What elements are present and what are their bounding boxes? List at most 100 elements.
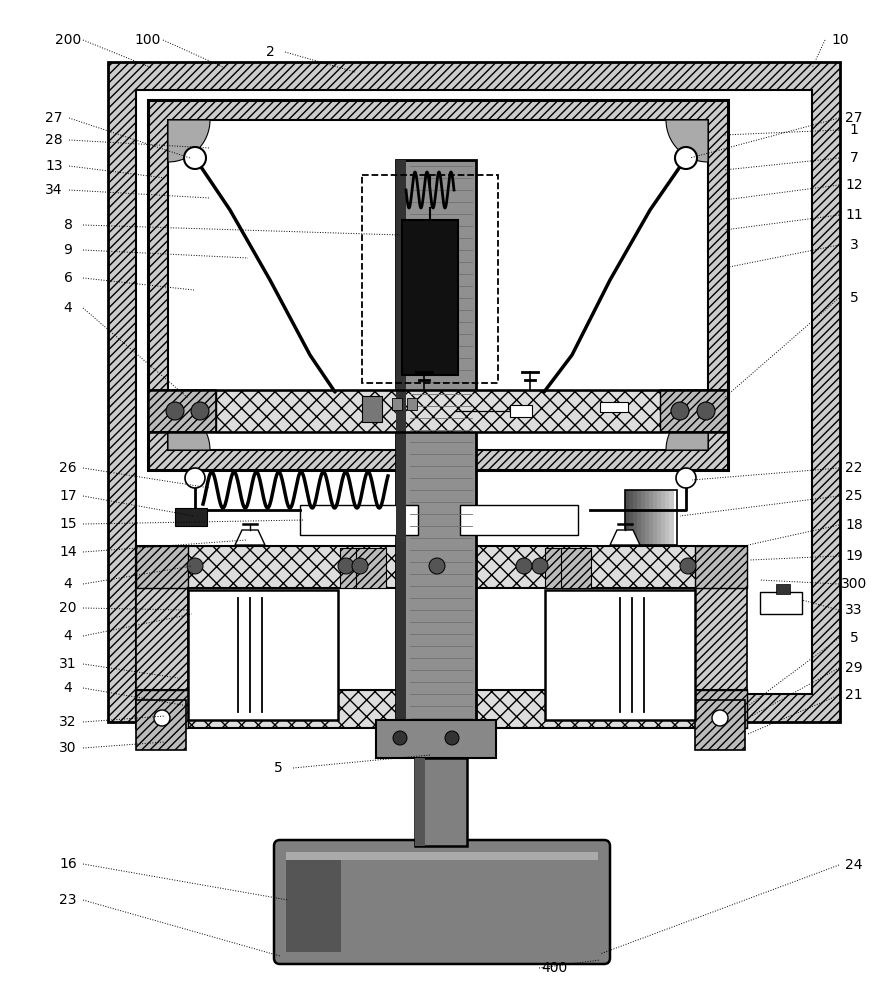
Circle shape: [680, 558, 696, 574]
Bar: [695, 546, 747, 716]
Wedge shape: [666, 120, 708, 162]
Text: 34: 34: [45, 183, 63, 197]
Text: 7: 7: [849, 151, 858, 165]
Text: 33: 33: [845, 603, 863, 617]
Bar: [415, 758, 467, 846]
Circle shape: [445, 731, 459, 745]
Bar: [402, 220, 458, 375]
Bar: [148, 390, 216, 432]
Text: 9: 9: [64, 243, 72, 257]
Text: 1: 1: [849, 123, 858, 137]
Bar: [136, 700, 186, 750]
Text: 30: 30: [59, 741, 77, 755]
Bar: [695, 690, 747, 728]
Bar: [362, 396, 382, 422]
Text: 27: 27: [845, 111, 863, 125]
Text: 29: 29: [845, 661, 863, 675]
Bar: [665, 490, 670, 545]
Bar: [148, 390, 728, 432]
Circle shape: [671, 402, 689, 420]
Circle shape: [154, 710, 170, 726]
Polygon shape: [235, 530, 265, 545]
Text: 13: 13: [45, 159, 63, 173]
Polygon shape: [610, 530, 640, 545]
Text: 5: 5: [849, 631, 858, 645]
Text: 11: 11: [845, 208, 863, 222]
Bar: [340, 548, 370, 588]
Wedge shape: [168, 120, 210, 162]
Bar: [510, 405, 532, 417]
Text: 26: 26: [59, 461, 77, 475]
Bar: [396, 160, 476, 750]
Bar: [175, 508, 207, 526]
FancyBboxPatch shape: [274, 840, 610, 964]
Text: 31: 31: [59, 657, 77, 671]
Text: 24: 24: [845, 858, 863, 872]
Bar: [415, 758, 425, 846]
Text: 3: 3: [849, 238, 858, 252]
Text: 2: 2: [266, 45, 275, 59]
Bar: [660, 390, 728, 432]
Text: 16: 16: [59, 857, 77, 871]
Bar: [136, 546, 188, 588]
Bar: [188, 590, 338, 720]
Text: 300: 300: [841, 577, 867, 591]
Text: 200: 200: [55, 33, 81, 47]
Bar: [661, 490, 666, 545]
Text: 32: 32: [59, 715, 77, 729]
Bar: [148, 100, 728, 470]
Text: 21: 21: [845, 688, 863, 702]
Text: 10: 10: [831, 33, 849, 47]
Text: 6: 6: [64, 271, 72, 285]
Bar: [460, 505, 578, 535]
Circle shape: [676, 468, 696, 488]
Circle shape: [187, 558, 203, 574]
Bar: [760, 592, 802, 614]
Circle shape: [675, 147, 697, 169]
Bar: [286, 852, 598, 860]
Bar: [637, 490, 642, 545]
Bar: [561, 548, 591, 588]
Bar: [641, 490, 646, 545]
Bar: [216, 390, 660, 432]
Text: 28: 28: [45, 133, 63, 147]
Text: 12: 12: [845, 178, 863, 192]
Circle shape: [697, 402, 715, 420]
Bar: [136, 690, 747, 728]
Circle shape: [516, 558, 532, 574]
Circle shape: [166, 402, 184, 420]
Bar: [362, 175, 498, 383]
Text: 27: 27: [45, 111, 63, 125]
Bar: [645, 490, 650, 545]
Bar: [300, 505, 418, 535]
Bar: [625, 490, 677, 545]
Wedge shape: [666, 408, 708, 450]
Bar: [600, 402, 628, 412]
Text: 14: 14: [59, 545, 77, 559]
Bar: [657, 490, 662, 545]
Text: 25: 25: [845, 489, 863, 503]
Bar: [776, 584, 790, 594]
Bar: [286, 852, 341, 952]
Text: 4: 4: [64, 681, 72, 695]
Bar: [545, 590, 695, 720]
Text: 22: 22: [845, 461, 863, 475]
Bar: [168, 120, 708, 450]
Bar: [545, 548, 575, 588]
Text: 8: 8: [64, 218, 72, 232]
Text: 4: 4: [64, 577, 72, 591]
Circle shape: [185, 468, 205, 488]
Circle shape: [393, 731, 407, 745]
Text: 4: 4: [64, 629, 72, 643]
Circle shape: [712, 710, 728, 726]
Bar: [407, 398, 417, 410]
Bar: [396, 160, 406, 750]
Bar: [136, 546, 188, 716]
Circle shape: [191, 402, 209, 420]
Text: 23: 23: [59, 893, 77, 907]
Bar: [136, 690, 188, 728]
Bar: [629, 490, 634, 545]
Text: 4: 4: [64, 301, 72, 315]
Circle shape: [532, 558, 548, 574]
Wedge shape: [168, 408, 210, 450]
